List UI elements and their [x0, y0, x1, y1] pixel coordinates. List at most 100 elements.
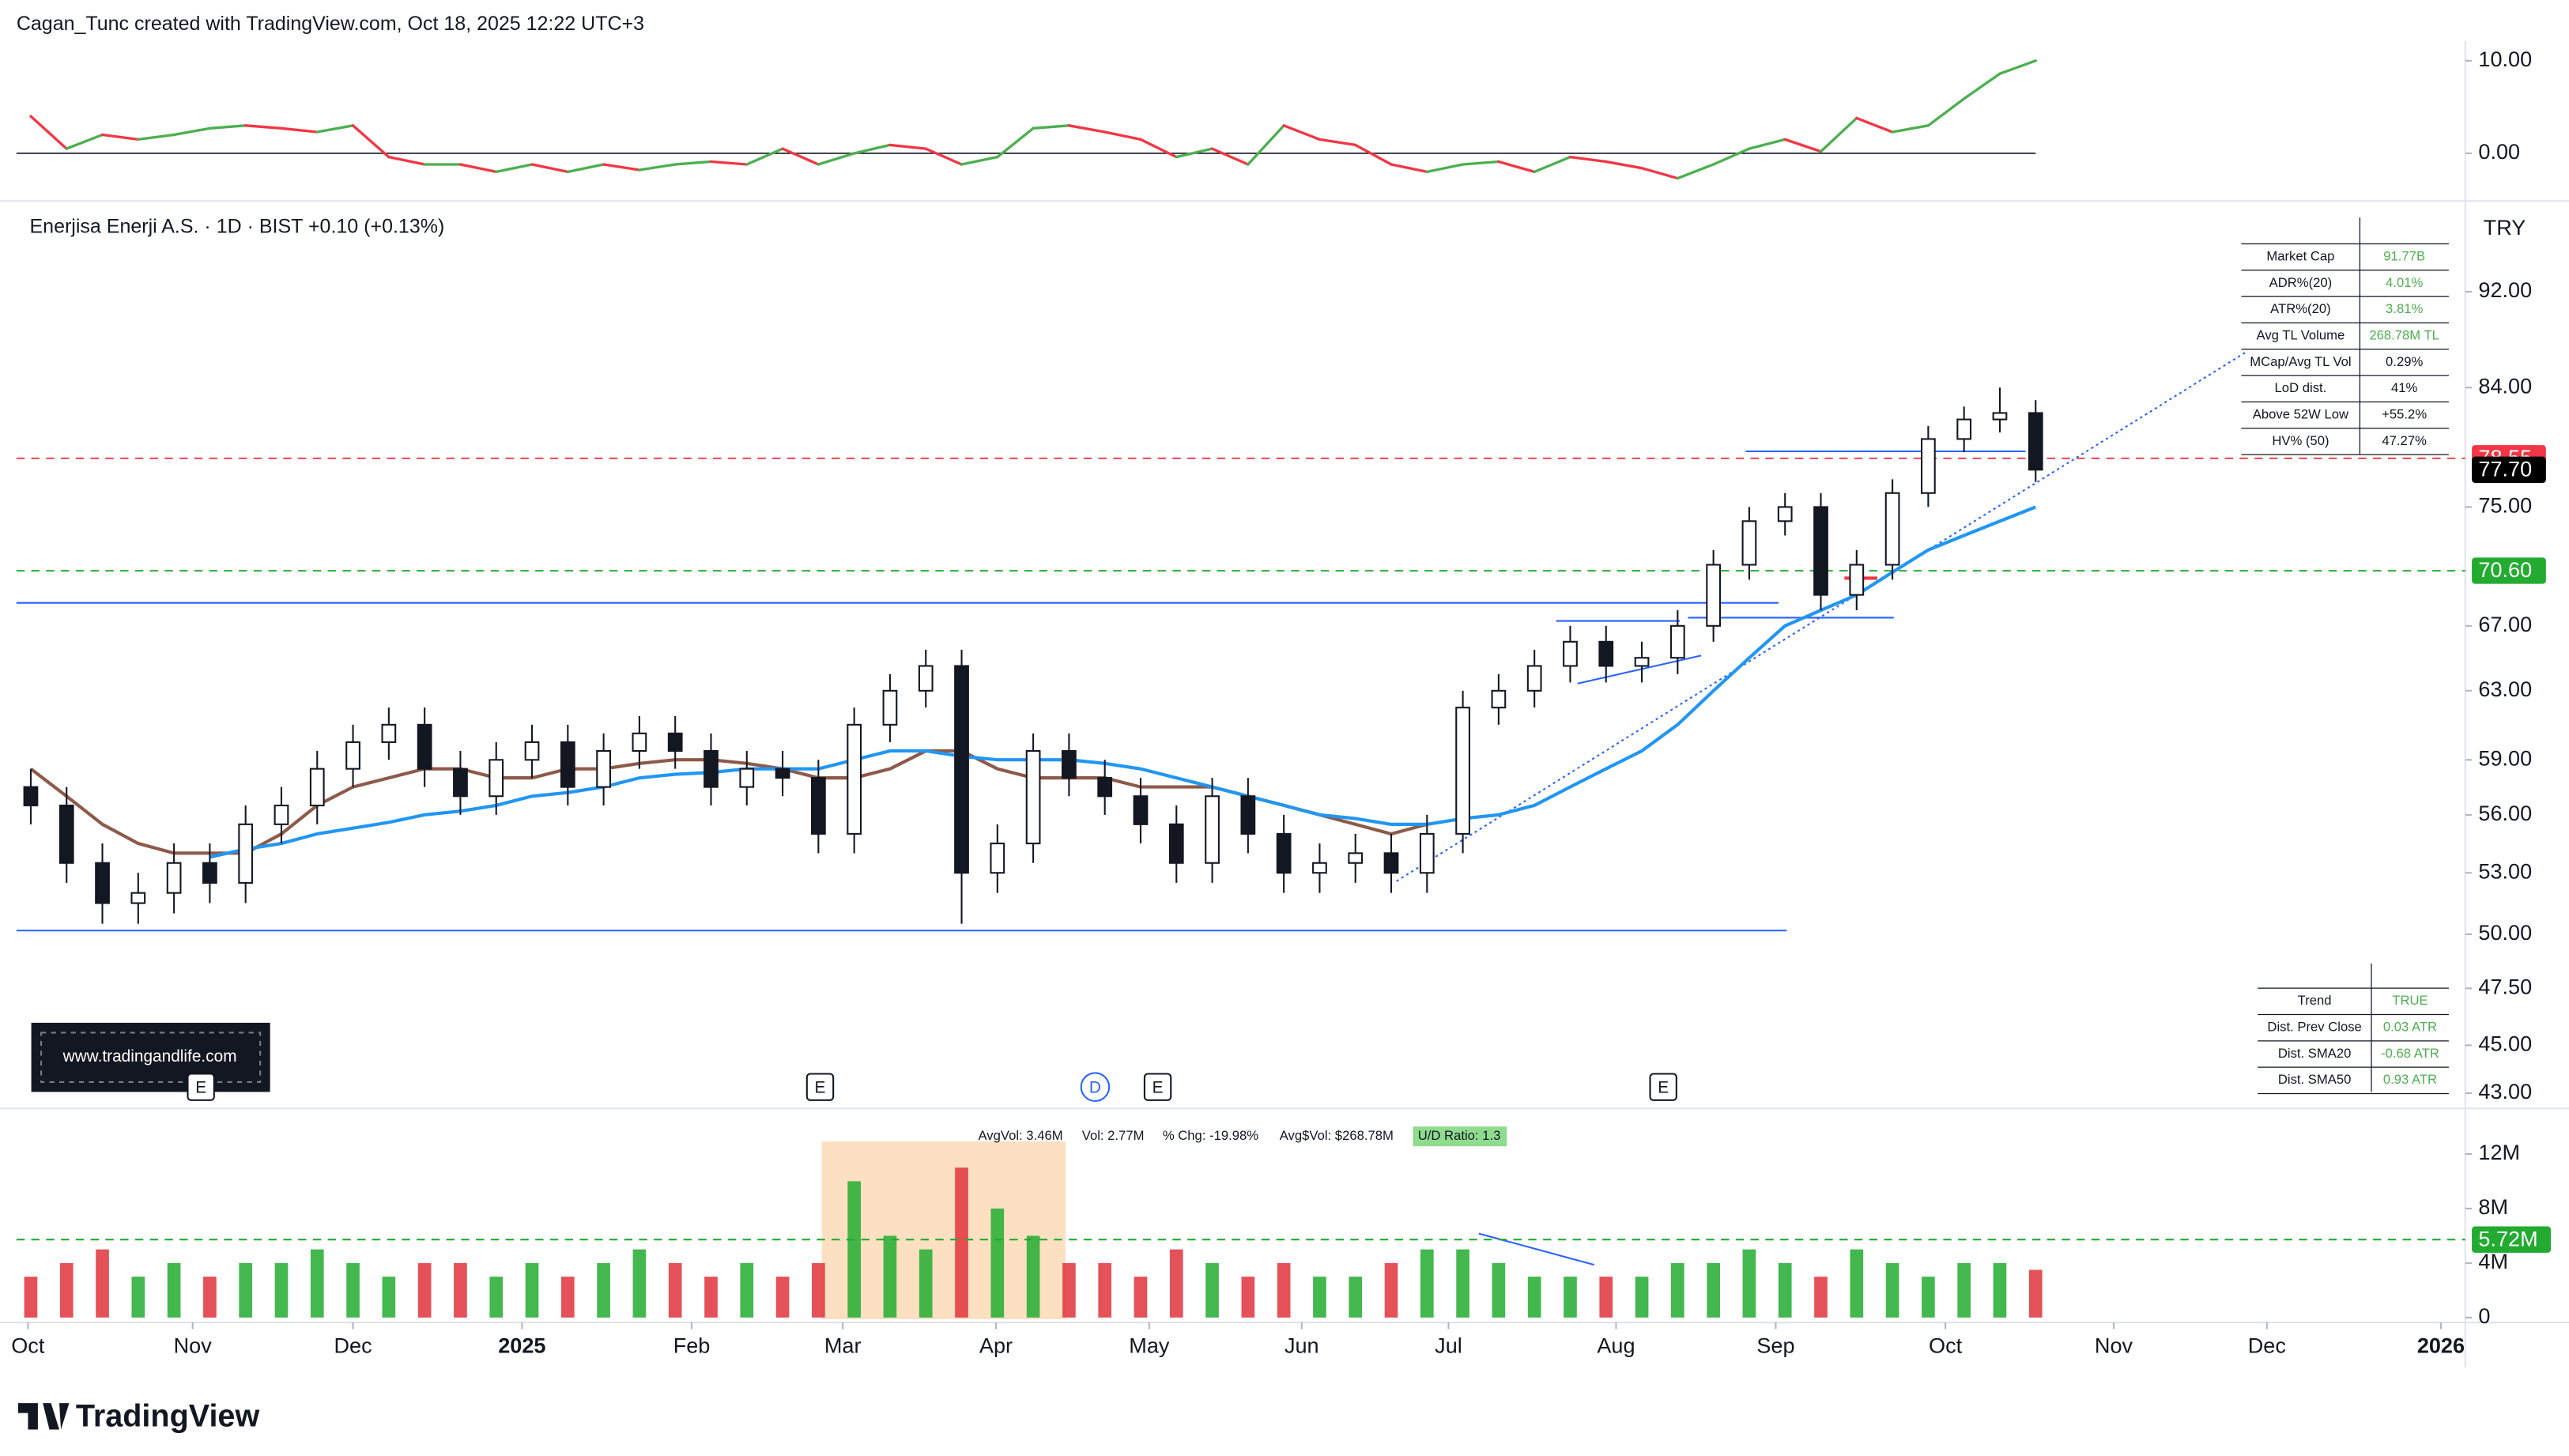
candle-body — [810, 777, 826, 835]
oscillator-segment — [1533, 155, 1572, 174]
y-tick-label: 84.00 — [2478, 374, 2532, 398]
table-label: LoD dist. — [2275, 380, 2327, 395]
watermark-frame — [40, 1032, 262, 1083]
oscillator-segment — [1783, 138, 1823, 153]
volume-bar — [1026, 1235, 1040, 1318]
volume-stat: U/D Ratio: 1.3 — [1418, 1128, 1501, 1143]
candle-body — [273, 804, 289, 825]
oscillator-segment — [1425, 163, 1465, 174]
event-label[interactable]: E — [815, 1079, 826, 1097]
oscillator-segment — [172, 126, 212, 137]
volume-trend-line — [1478, 1232, 1594, 1266]
oscillator-segment — [1175, 147, 1214, 159]
volume-bar — [1599, 1277, 1613, 1318]
volume-bar — [1134, 1277, 1148, 1318]
oscillator-segment — [1461, 160, 1500, 166]
table-value: -0.68 ATR — [2381, 1046, 2439, 1061]
event-box — [1649, 1073, 1677, 1101]
volume-bar — [740, 1262, 754, 1318]
y-tick-label: 12M — [2478, 1140, 2520, 1164]
currency: TRY — [2484, 215, 2526, 240]
oscillator-segment — [351, 124, 390, 159]
candle-body — [990, 843, 1005, 874]
volume-bar — [1384, 1262, 1398, 1318]
trend-line — [1396, 350, 2249, 882]
volume-bar — [131, 1277, 145, 1318]
volume-bar — [489, 1277, 504, 1318]
candle-body — [704, 750, 719, 788]
volume-bar — [203, 1277, 217, 1318]
volume-bar — [1993, 1262, 2007, 1318]
candle-body — [1992, 412, 2008, 421]
candle-body — [381, 723, 397, 743]
volume-bar — [1062, 1262, 1076, 1318]
volume-bar — [847, 1181, 861, 1318]
events: E E D E E — [187, 1072, 1677, 1102]
y-tick-label: 63.00 — [2478, 677, 2532, 701]
volume-bar — [1635, 1277, 1649, 1318]
candle-body — [560, 741, 575, 788]
table-value: +55.2% — [2382, 407, 2427, 422]
event-label[interactable]: E — [1152, 1079, 1164, 1097]
oscillator-segment — [1032, 124, 1071, 130]
event-box — [1143, 1073, 1172, 1101]
oscillator-segment — [1748, 138, 1786, 150]
y-tick-label: 0.00 — [2478, 139, 2520, 164]
oscillator-segment — [817, 152, 856, 166]
candle-body — [1240, 795, 1256, 835]
candle-body — [2028, 412, 2043, 471]
candle-body — [1921, 438, 1936, 494]
x-tick-label: Aug — [1597, 1333, 1635, 1357]
oscillator-segment — [709, 160, 749, 166]
volume-bar — [955, 1167, 968, 1318]
event-label[interactable]: E — [195, 1079, 206, 1097]
volume-bar — [1205, 1262, 1219, 1318]
volume-bar — [1492, 1262, 1506, 1318]
table-label: Dist. Prev Close — [2267, 1020, 2361, 1035]
candle-body — [309, 768, 325, 807]
volume-bar — [96, 1249, 109, 1318]
candle-body — [238, 823, 254, 884]
candle-body — [1669, 624, 1685, 659]
volume-bar — [167, 1262, 181, 1318]
candle-body — [1383, 852, 1399, 874]
volume-bar — [1778, 1262, 1792, 1318]
candle-body — [1813, 506, 1828, 596]
candle-body — [1956, 418, 1972, 440]
oscillator-segment — [1963, 72, 2001, 100]
candle-body — [1706, 564, 1722, 627]
volume-bar — [2028, 1269, 2043, 1318]
table-label: HV% (50) — [2272, 433, 2329, 448]
watermark-box — [31, 1022, 270, 1092]
oscillator-segment — [244, 124, 283, 130]
oscillator-segment — [208, 124, 247, 130]
y-tick-label: 45.00 — [2478, 1032, 2532, 1056]
x-tick-label: Apr — [979, 1333, 1013, 1357]
average-label-box — [2472, 1226, 2552, 1253]
y-tick-label: 8M — [2478, 1194, 2508, 1219]
moving-average — [29, 749, 1428, 855]
candle-body — [667, 732, 683, 753]
volume-bar — [704, 1277, 718, 1318]
candle-body — [130, 892, 146, 904]
event-label[interactable]: D — [1089, 1079, 1101, 1097]
volume-bar — [1814, 1277, 1828, 1318]
oscillator-segment — [1891, 124, 1930, 134]
x-tick-label: Nov — [2095, 1333, 2133, 1357]
oscillator-segment — [137, 133, 175, 141]
candle-body — [95, 862, 110, 904]
candle-body — [1419, 832, 1435, 874]
candle-body — [739, 768, 755, 788]
candle-body — [1741, 520, 1757, 566]
event-label[interactable]: E — [1658, 1079, 1669, 1097]
volume-bar — [346, 1262, 360, 1318]
logo-mark — [17, 1403, 70, 1430]
candle-body — [1205, 795, 1220, 864]
oscillator-segment — [1103, 130, 1142, 141]
volume-bar — [1349, 1277, 1363, 1318]
oscillator-segment — [387, 155, 426, 166]
volume-bar — [1527, 1277, 1541, 1318]
oscillator-segment — [960, 155, 999, 166]
candle-body — [632, 732, 647, 753]
